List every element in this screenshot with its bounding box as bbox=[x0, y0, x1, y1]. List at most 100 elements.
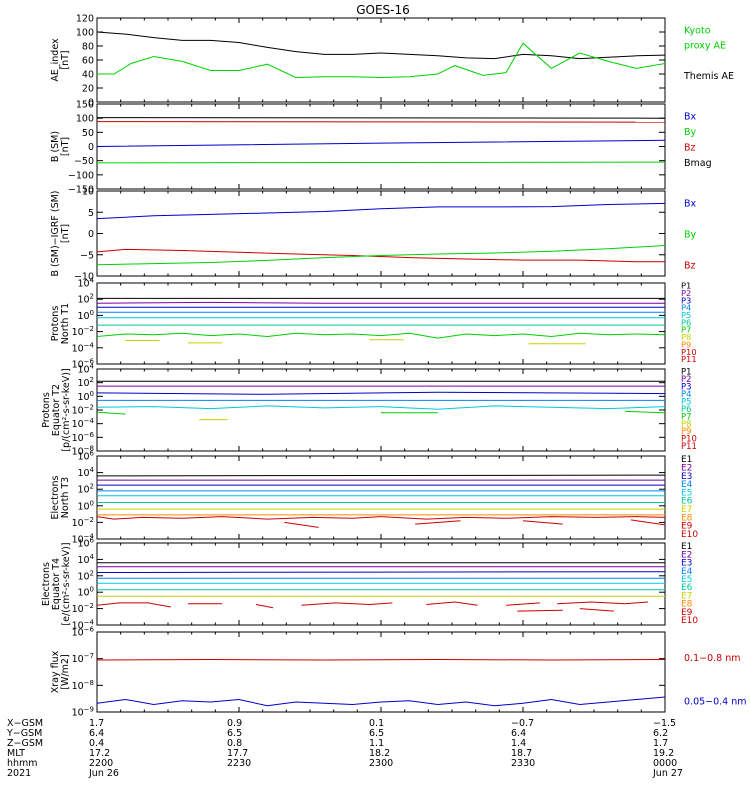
x-axis-value: 6.2 bbox=[653, 728, 668, 739]
legend-entry: Bx bbox=[684, 111, 697, 122]
x-axis-value: 6.4 bbox=[511, 728, 526, 739]
y-tick-label: 104 bbox=[77, 363, 94, 376]
legend-entry: E6 bbox=[681, 497, 693, 507]
series-line-kyoto-proxy-ae bbox=[97, 42, 665, 79]
legend-entry: E1 bbox=[681, 542, 692, 552]
x-axis-value: 6.5 bbox=[369, 728, 384, 739]
series-segment bbox=[505, 602, 541, 606]
y-tick-label: 60 bbox=[82, 56, 94, 67]
y-axis-label: [p/(cm²-s-sr-keV)] bbox=[61, 368, 72, 451]
y-axis-label: B (SM)−IGRF (SM) bbox=[50, 190, 61, 276]
series-line-bz bbox=[97, 248, 665, 263]
legend-entry: E8 bbox=[681, 600, 693, 610]
series-line-e9 bbox=[97, 516, 665, 520]
y-tick-label: 10−4 bbox=[72, 533, 95, 546]
legend-entry: P9 bbox=[681, 339, 691, 349]
y-tick-label: 10−6 bbox=[72, 358, 95, 371]
y-tick-label: 102 bbox=[77, 293, 94, 306]
series-segment bbox=[426, 601, 478, 606]
x-axis-value: 18.2 bbox=[369, 748, 390, 759]
y-tick-label: 104 bbox=[77, 553, 94, 566]
series-line-0-1-0-8-nm bbox=[97, 658, 665, 661]
legend-entry: E4 bbox=[681, 567, 693, 577]
legend-entry: P4 bbox=[681, 303, 691, 313]
series-line-by bbox=[97, 161, 665, 164]
y-tick-label: 20 bbox=[82, 84, 94, 95]
y-tick-label: 120 bbox=[76, 14, 94, 25]
legend-entry: Kyoto bbox=[684, 25, 711, 36]
x-axis-value: Jun 27 bbox=[652, 768, 683, 779]
legend-entry: E2 bbox=[681, 464, 692, 474]
panel-frame bbox=[96, 17, 666, 103]
y-axis-label: Xray flux bbox=[50, 650, 61, 693]
y-axis-label: Electrons bbox=[41, 562, 52, 606]
series-line-e3 bbox=[97, 571, 665, 573]
legend-entry: P9 bbox=[681, 426, 691, 436]
y-tick-label: −50 bbox=[74, 156, 94, 167]
legend-entry: E4 bbox=[681, 480, 693, 490]
legend-entry: By bbox=[684, 127, 697, 138]
legend-entry: 0.05−0.4 nm bbox=[684, 697, 747, 708]
legend-entry: P10 bbox=[681, 434, 697, 444]
series-segment bbox=[630, 519, 665, 526]
y-tick-label: 10−6 bbox=[72, 431, 95, 444]
x-axis-value: 17.2 bbox=[89, 748, 110, 759]
x-axis-value: 0.1 bbox=[369, 718, 384, 729]
y-tick-label: 10−7 bbox=[72, 652, 94, 665]
x-axis-value: −0.7 bbox=[511, 718, 534, 729]
legend-entry: P5 bbox=[681, 396, 691, 406]
series-segment bbox=[579, 608, 614, 612]
y-axis-label: B (SM) bbox=[50, 131, 61, 162]
legend-entry: P8 bbox=[681, 419, 691, 429]
y-tick-label: 0 bbox=[88, 229, 94, 240]
x-axis-value: 2330 bbox=[511, 758, 535, 769]
legend-entry: E7 bbox=[681, 591, 692, 601]
y-axis-label: Protons bbox=[50, 306, 61, 342]
y-tick-label: 10−6 bbox=[72, 626, 95, 639]
series-line-p7 bbox=[97, 332, 665, 339]
legend-entry: P2 bbox=[681, 288, 691, 298]
y-tick-label: 100 bbox=[77, 586, 94, 599]
y-tick-label: 106 bbox=[77, 537, 94, 550]
y-tick-label: 10−8 bbox=[72, 679, 94, 692]
y-tick-label: 100 bbox=[76, 114, 94, 125]
x-axis-row-label: MLT bbox=[7, 748, 25, 759]
x-axis-value: 17.7 bbox=[227, 748, 248, 759]
y-tick-label: 40 bbox=[82, 70, 94, 81]
x-axis-value: 0.9 bbox=[227, 718, 242, 729]
series-line-p2 bbox=[97, 301, 665, 304]
x-axis-row-label: X−GSM bbox=[7, 718, 43, 729]
legend-entry: P8 bbox=[681, 332, 691, 342]
series-line-bz bbox=[97, 121, 665, 123]
legend-entry: P3 bbox=[681, 295, 691, 305]
legend-entry: Bmag bbox=[684, 158, 712, 169]
legend-entry: E6 bbox=[681, 583, 693, 593]
series-segment bbox=[517, 609, 563, 612]
y-tick-label: 10 bbox=[82, 187, 94, 198]
x-axis-value: 2230 bbox=[227, 758, 251, 769]
series-segment bbox=[522, 520, 563, 525]
y-axis-label: Equator T4 bbox=[51, 558, 62, 610]
x-axis-value: 6.4 bbox=[89, 728, 104, 739]
y-tick-label: 102 bbox=[77, 483, 94, 496]
legend-entry: 0.1−0.8 nm bbox=[684, 653, 740, 664]
legend-entry: P7 bbox=[681, 325, 691, 335]
panel-7: 106 104 102 100 10−2 10−4 Electrons Equator T4[… bbox=[41, 537, 698, 632]
y-tick-label: 100 bbox=[77, 309, 94, 322]
y-axis-label: [e/(cm²-s-sr-keV)] bbox=[61, 542, 72, 625]
x-axis-value: 19.2 bbox=[653, 748, 674, 759]
y-axis-label: North T3 bbox=[60, 477, 71, 518]
series-line-bmag bbox=[97, 117, 665, 119]
legend-entry: P6 bbox=[681, 404, 691, 414]
panel-frame bbox=[96, 455, 666, 540]
y-axis-label: North T1 bbox=[60, 303, 71, 344]
legend-entry: P11 bbox=[681, 354, 697, 364]
panel-frame bbox=[96, 103, 666, 190]
panel-8: 10−6 10−7 10−8 10−9 Xray flux [W/m2] 0.1−0.8 n… bbox=[50, 626, 747, 719]
y-tick-label: −150 bbox=[68, 185, 94, 196]
panel-frame bbox=[96, 282, 666, 365]
